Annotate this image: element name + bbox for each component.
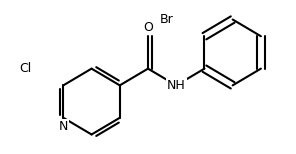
Text: Br: Br: [159, 13, 173, 26]
Text: N: N: [59, 120, 68, 133]
Text: NH: NH: [167, 79, 186, 92]
Text: O: O: [143, 21, 153, 34]
Text: Cl: Cl: [20, 62, 32, 75]
